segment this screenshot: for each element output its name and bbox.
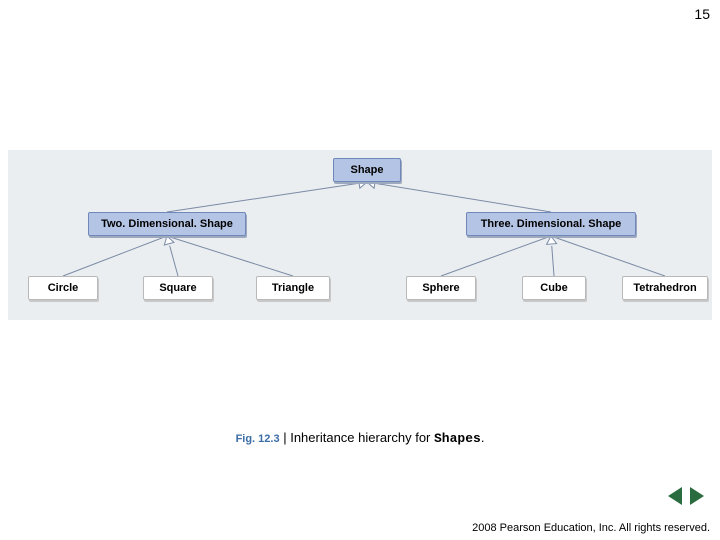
- caption-text-after: .: [481, 430, 485, 445]
- node-square: Square: [143, 276, 213, 300]
- node-tetra: Tetrahedron: [622, 276, 708, 300]
- inheritance-diagram: Shape Two. Dimensional. Shape Three. Dimen…: [8, 150, 712, 320]
- node-three_d: Three. Dimensional. Shape: [466, 212, 636, 236]
- copyright-footer: 2008 Pearson Education, Inc. All rights …: [472, 522, 710, 534]
- next-slide-button[interactable]: [690, 487, 704, 505]
- node-cube: Cube: [522, 276, 586, 300]
- caption-text-before: Inheritance hierarchy for: [290, 430, 434, 445]
- figure-caption: Fig. 12.3 | Inheritance hierarchy for Sh…: [0, 430, 720, 446]
- prev-slide-button[interactable]: [668, 487, 682, 505]
- figure-label: Fig. 12.3: [236, 433, 280, 445]
- node-two_d: Two. Dimensional. Shape: [88, 212, 246, 236]
- page-number: 15: [694, 6, 710, 22]
- node-triangle: Triangle: [256, 276, 330, 300]
- node-sphere: Sphere: [406, 276, 476, 300]
- caption-code-word: Shapes: [434, 431, 481, 446]
- node-circle: Circle: [28, 276, 98, 300]
- caption-separator: |: [280, 430, 291, 445]
- nav-arrows: [666, 487, 706, 510]
- node-shape: Shape: [333, 158, 401, 182]
